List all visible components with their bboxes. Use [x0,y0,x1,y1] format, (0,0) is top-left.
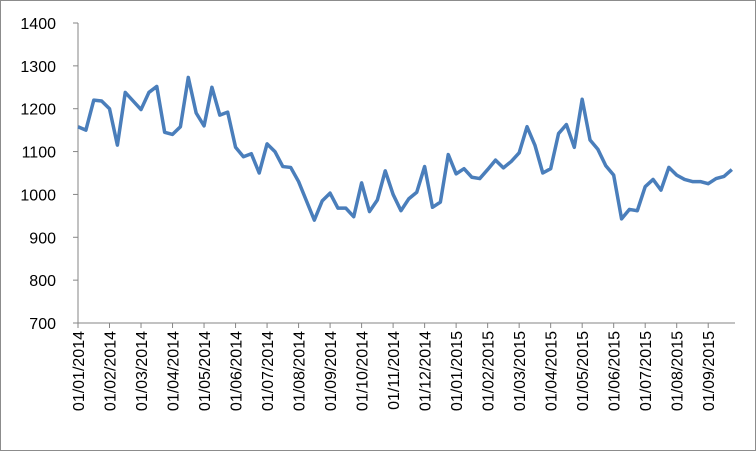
y-tick-label: 1200 [20,102,56,119]
y-tick-label: 800 [29,273,56,290]
y-tick-label: 1100 [22,145,57,162]
x-tick-label: 01/08/2014 [292,331,309,411]
x-tick-label: 01/02/2014 [103,331,120,411]
x-tick-label: 01/01/2014 [71,331,88,411]
y-tick-label: 900 [29,230,56,247]
x-tick-label: 01/08/2015 [670,331,687,411]
x-tick-label: 01/07/2015 [638,331,655,411]
y-tick-label: 1400 [20,16,56,33]
x-tick-label: 01/05/2014 [197,331,214,411]
x-tick-label: 01/04/2015 [544,331,561,411]
x-tick-label: 01/04/2014 [166,331,183,411]
x-tick-label: 01/10/2014 [355,331,372,411]
x-tick-label: 01/12/2014 [418,331,435,411]
data-line [77,75,733,222]
x-tick-label: 01/11/2014 [386,331,403,410]
x-tick-label: 01/05/2015 [575,331,592,411]
y-tick-label: 700 [29,316,56,333]
x-tick-label: 01/03/2015 [512,331,529,411]
y-tick-label: 1000 [20,187,56,204]
x-tick-label: 01/06/2014 [229,331,246,411]
y-tick-label: 1300 [20,59,56,76]
x-tick-label: 01/03/2014 [134,331,151,411]
x-tick-label: 01/09/2015 [701,331,718,411]
x-tick-label: 01/06/2015 [607,331,624,411]
x-tick-label: 01/07/2014 [260,331,277,411]
x-tick-label: 01/09/2014 [323,331,340,411]
x-tick-label: 01/01/2015 [449,331,466,411]
x-tick-label: 01/02/2015 [481,331,498,411]
